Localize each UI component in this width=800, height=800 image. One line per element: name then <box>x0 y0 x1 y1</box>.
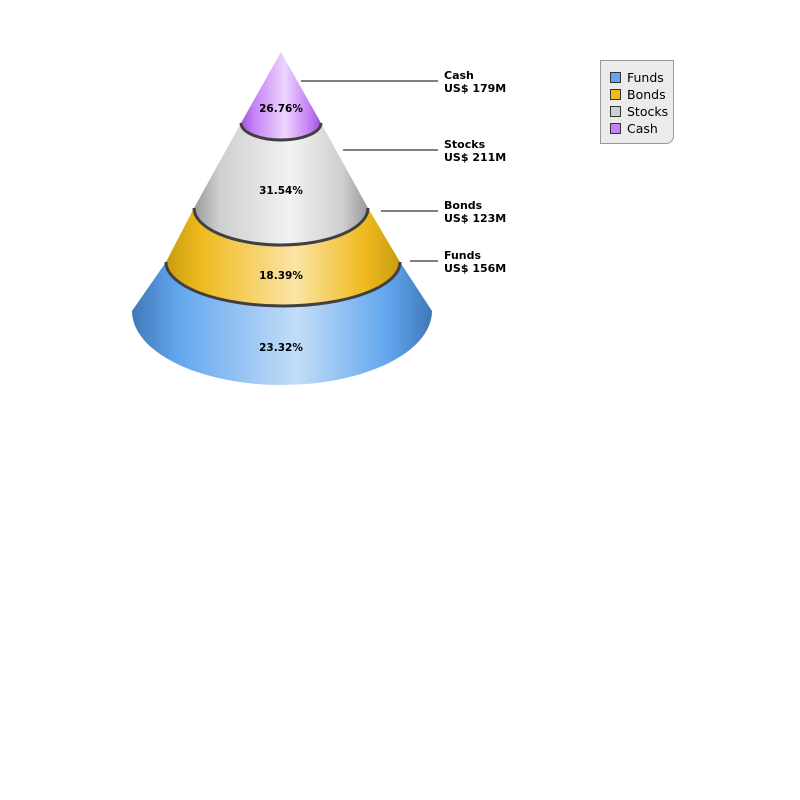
cone-segment-cash <box>241 52 321 140</box>
percent-label-cash: 26.76% <box>259 103 303 115</box>
percent-label-funds: 23.32% <box>259 342 303 354</box>
legend-swatch-bonds <box>610 89 621 100</box>
legend-swatch-cash <box>610 123 621 134</box>
legend-item-bonds: Bonds <box>610 86 673 103</box>
legend-label-cash: Cash <box>627 121 658 136</box>
legend-item-cash: Cash <box>610 120 673 137</box>
cone-segment-bonds <box>166 208 400 306</box>
slice-value-stocks: US$ 211M <box>444 151 506 164</box>
slice-name-bonds: Bonds <box>444 199 483 212</box>
cone-edge-funds-bonds <box>164 261 402 308</box>
legend-label-bonds: Bonds <box>627 87 666 102</box>
cone-segment-stocks <box>194 123 368 245</box>
slice-value-funds: US$ 156M <box>444 262 506 275</box>
cone-edge-stocks-cash <box>239 122 323 142</box>
cone-segment-funds <box>132 262 432 385</box>
percent-label-bonds: 18.39% <box>259 270 303 282</box>
slice-value-bonds: US$ 123M <box>444 212 506 225</box>
legend-label-funds: Funds <box>627 70 664 85</box>
legend-label-stocks: Stocks <box>627 104 669 119</box>
slice-name-cash: Cash <box>444 69 474 82</box>
chart-legend: Funds Bonds Stocks Cash <box>600 60 674 144</box>
percent-label-stocks: 31.54% <box>259 185 303 197</box>
legend-item-funds: Funds <box>610 69 673 86</box>
legend-swatch-stocks <box>610 106 621 117</box>
legend-swatch-funds <box>610 72 621 83</box>
slice-value-cash: US$ 179M <box>444 82 506 95</box>
legend-item-stocks: Stocks <box>610 103 673 120</box>
slice-name-stocks: Stocks <box>444 138 486 151</box>
cone-edge-bonds-stocks <box>192 207 370 247</box>
slice-name-funds: Funds <box>444 249 482 262</box>
